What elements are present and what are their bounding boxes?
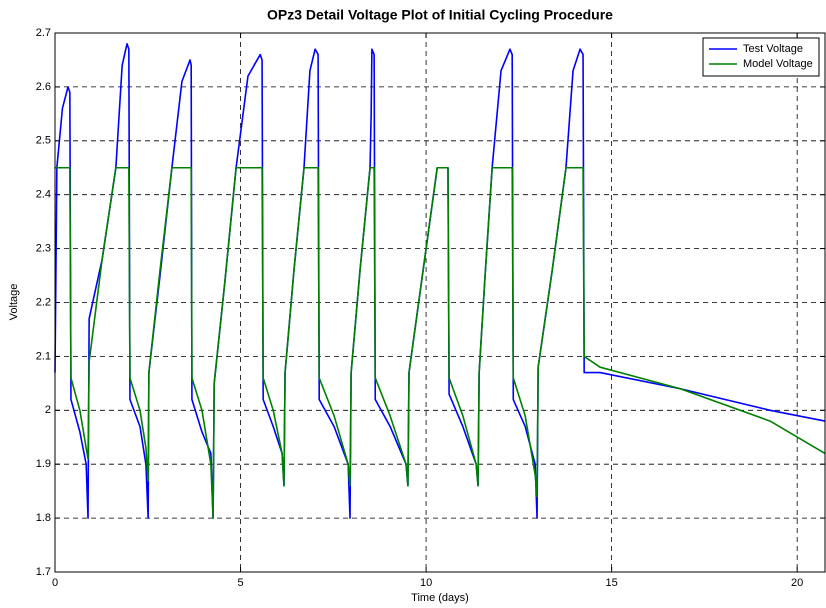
data-line bbox=[55, 166, 826, 519]
y-tick-label: 1.7 bbox=[36, 566, 51, 578]
x-tick-label: 10 bbox=[420, 577, 432, 589]
y-tick-label: 2.3 bbox=[36, 243, 51, 255]
y-tick-label: 2.1 bbox=[36, 350, 51, 362]
x-axis-label: Time (days) bbox=[411, 592, 469, 604]
x-tick-label: 15 bbox=[606, 577, 618, 589]
x-tick-label: 0 bbox=[52, 577, 58, 589]
y-axis-label: Voltage bbox=[8, 284, 20, 321]
y-tick-label: 2 bbox=[45, 404, 51, 416]
y-tick-label: 2.4 bbox=[36, 189, 51, 201]
y-tick-label: 2.6 bbox=[36, 81, 51, 93]
legend-label: Model Voltage bbox=[743, 58, 813, 70]
y-tick-label: 2.2 bbox=[36, 296, 51, 308]
plot-area bbox=[55, 33, 825, 572]
y-tick-label: 1.9 bbox=[36, 458, 51, 470]
chart-title: OPz3 Detail Voltage Plot of Initial Cycl… bbox=[267, 7, 613, 23]
x-tick-label: 20 bbox=[791, 577, 803, 589]
y-tick-label: 1.8 bbox=[36, 512, 51, 524]
legend-box bbox=[702, 37, 820, 77]
plot-frame bbox=[54, 32, 826, 573]
y-tick-label: 2.7 bbox=[36, 27, 51, 39]
y-tick-label: 2.5 bbox=[36, 135, 51, 147]
x-tick-label: 5 bbox=[237, 577, 243, 589]
legend-label: Test Voltage bbox=[743, 43, 803, 55]
